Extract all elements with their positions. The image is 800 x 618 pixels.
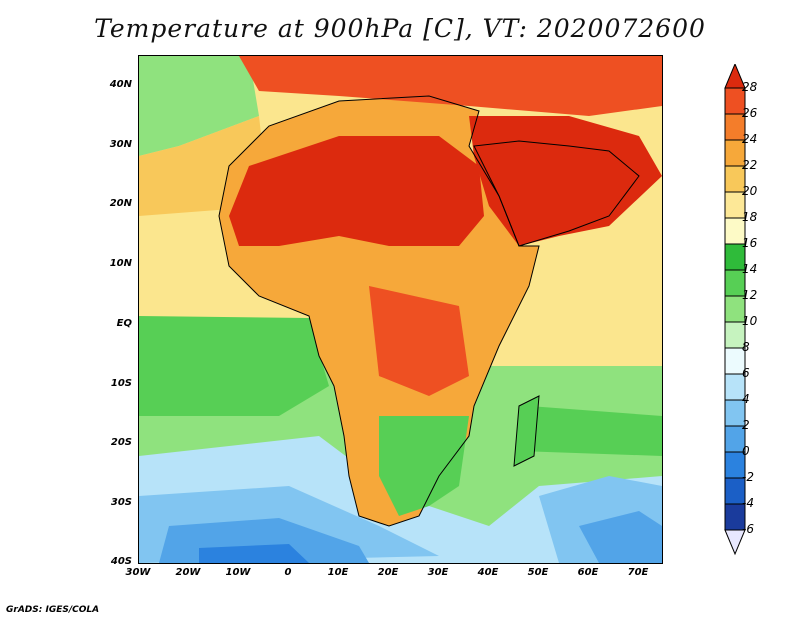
lat-label: 40N: [109, 79, 132, 90]
lon-label: 60E: [577, 567, 599, 578]
lon-label: 10E: [327, 567, 349, 578]
lat-label: 30S: [110, 497, 132, 508]
lon-label: 10W: [225, 567, 251, 578]
south-ocean-shade-4: [199, 544, 309, 563]
colorbar-label: 18: [742, 210, 758, 224]
indian-ocean-green: [519, 406, 662, 456]
chart-title: Temperature at 900hPa [C], VT: 202007260…: [94, 14, 706, 43]
lon-label: 0: [284, 567, 292, 578]
colorbar-label: 12: [742, 288, 758, 302]
colorbar-label: 26: [742, 106, 758, 120]
colorbar-bottom-arrow: [724, 529, 746, 556]
credit-text: GrADS: IGES/COLA: [6, 605, 100, 615]
lon-label: 20W: [175, 567, 201, 578]
atlantic-west-green: [139, 56, 259, 156]
temperature-map: [138, 55, 663, 564]
lat-label: 30N: [109, 139, 132, 150]
lon-label: 30E: [427, 567, 449, 578]
madagascar-outline: [513, 395, 540, 467]
colorbar-swatches: [724, 64, 746, 556]
arabia-hot-zone: [469, 116, 662, 246]
south-east-ocean-deep: [579, 511, 662, 563]
madagascar: [514, 396, 539, 466]
colorbar-label: 14: [742, 262, 758, 276]
colorbar-label: 16: [742, 236, 758, 250]
arabia-coastline: [473, 140, 640, 247]
lat-label: 40S: [110, 556, 132, 567]
africa-coastline: [218, 95, 540, 527]
colorbar-label: 6: [742, 366, 750, 380]
colorbar-label: 10: [742, 314, 758, 328]
lon-label: 40E: [477, 567, 499, 578]
southern-africa-green: [379, 416, 469, 516]
lat-label: 20N: [109, 198, 132, 209]
colorbar-label: 28: [742, 80, 758, 94]
lon-label: 70E: [627, 567, 649, 578]
lon-label: 20E: [377, 567, 399, 578]
lat-label: 10N: [109, 258, 132, 269]
colorbar-label: 8: [742, 340, 750, 354]
colorbar-label: 4: [742, 392, 750, 406]
east-africa-warm: [369, 286, 469, 396]
colorbar-label: 2: [742, 418, 750, 432]
colorbar-label: -2: [742, 470, 754, 484]
europe-north-red: [239, 56, 662, 116]
colorbar-label: 0: [742, 444, 750, 458]
lat-label: 10S: [110, 378, 132, 389]
colorbar-label: 20: [742, 184, 758, 198]
colorbar-label: -6: [742, 522, 754, 536]
map-plot: [139, 56, 662, 563]
lon-label: 30W: [125, 567, 151, 578]
colorbar-label: -4: [742, 496, 754, 510]
atlantic-green: [139, 316, 329, 416]
lat-label: 20S: [110, 437, 132, 448]
lon-label: 50E: [527, 567, 549, 578]
colorbar: [724, 64, 746, 556]
colorbar-label: 24: [742, 132, 758, 146]
colorbar-label: 22: [742, 158, 758, 172]
sahara-hot-zone: [229, 136, 484, 246]
lat-label: EQ: [116, 318, 132, 329]
